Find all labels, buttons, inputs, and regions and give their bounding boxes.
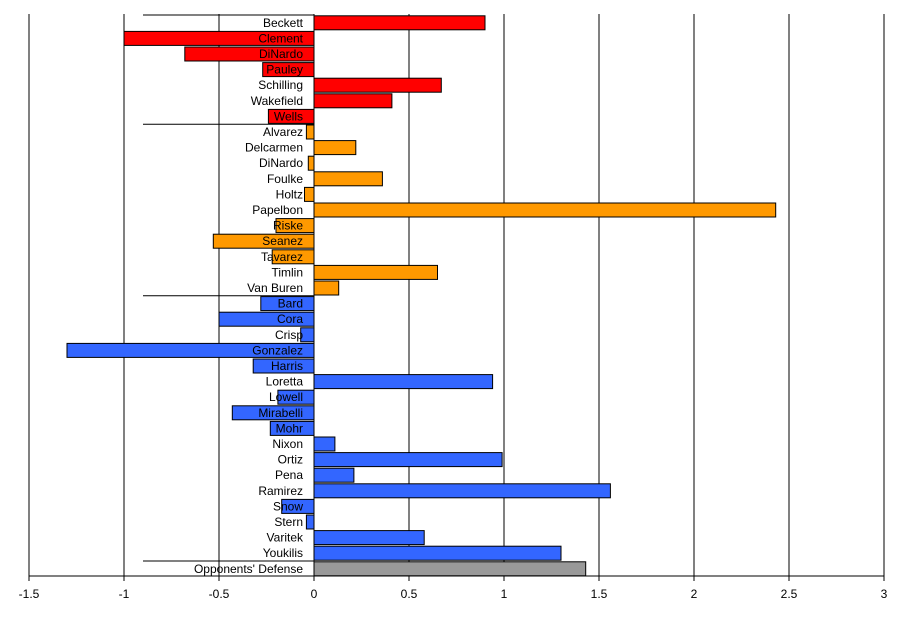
category-label: Loretta	[266, 375, 304, 389]
x-tick-label: 0.5	[401, 587, 418, 601]
category-label: Papelbon	[252, 203, 303, 217]
category-label: Tavarez	[261, 250, 303, 264]
category-label: Harris	[271, 359, 303, 373]
bar-hitters	[313, 467, 355, 483]
category-label: Wakefield	[251, 94, 303, 108]
bar-hitters	[313, 530, 425, 546]
category-label: Seanez	[262, 234, 303, 248]
x-tick-label: -0.5	[209, 587, 230, 601]
category-label: Snow	[273, 499, 303, 513]
group-separators	[143, 14, 314, 562]
category-label: Pena	[275, 468, 303, 482]
bar-relievers	[313, 140, 357, 156]
x-tick-label: 0	[311, 587, 318, 601]
category-label: Stern	[274, 515, 303, 529]
bar-starters	[313, 93, 393, 109]
category-label: Mirabelli	[258, 406, 303, 420]
category-label: Beckett	[263, 16, 304, 30]
bar-starters	[313, 15, 486, 31]
bar-hitters	[313, 374, 494, 390]
x-tick-label: 2	[691, 587, 698, 601]
bar-hitters	[313, 545, 562, 561]
category-label: Varitek	[267, 531, 304, 545]
bar-hitters	[313, 452, 503, 468]
category-label: Alvarez	[263, 125, 303, 139]
category-label: Lowell	[269, 390, 303, 404]
category-label: Delcarmen	[245, 141, 303, 155]
category-label: Holtz	[276, 187, 303, 201]
category-label: Pauley	[266, 63, 303, 77]
category-label: Wells	[274, 109, 303, 123]
category-label: Foulke	[267, 172, 303, 186]
category-label: Mohr	[276, 421, 303, 435]
bar-starters	[313, 77, 442, 93]
bars	[66, 14, 777, 577]
x-tick-label: -1.5	[19, 587, 40, 601]
x-tick-label: 3	[881, 587, 888, 601]
bar-defense	[313, 561, 587, 577]
category-label: Ramirez	[258, 484, 303, 498]
category-label: Riske	[273, 219, 303, 233]
bar-hitters	[313, 436, 336, 452]
bar-relievers	[313, 202, 777, 218]
bar-relievers	[305, 124, 315, 140]
category-label: Timlin	[271, 265, 303, 279]
x-tick-label: 1	[501, 587, 508, 601]
bar-relievers	[307, 155, 315, 171]
x-tick-label: 2.5	[781, 587, 798, 601]
category-label: Van Buren	[247, 281, 303, 295]
bar-hitters	[313, 483, 611, 499]
category-label: DiNardo	[259, 47, 303, 61]
x-tick-label: -1	[119, 587, 130, 601]
category-label: Gonzalez	[252, 343, 303, 357]
category-label: Nixon	[272, 437, 303, 451]
gridlines	[28, 14, 885, 576]
bar-relievers	[304, 186, 315, 202]
bar-relievers	[313, 280, 340, 296]
category-label: Ortiz	[278, 453, 303, 467]
bar-relievers	[313, 264, 438, 280]
category-label: Schilling	[258, 78, 303, 92]
category-label: Opponents' Defense	[194, 562, 303, 576]
category-label: Clement	[258, 31, 303, 45]
category-label: DiNardo	[259, 156, 303, 170]
category-label: Cora	[277, 312, 303, 326]
bar-relievers	[313, 171, 383, 187]
x-tick-label: 1.5	[591, 587, 608, 601]
bar-hitters	[305, 514, 315, 530]
category-label: Youkilis	[263, 546, 303, 560]
category-label: Crisp	[275, 328, 303, 342]
x-axis: -1.5 -1 -0.5 0 0.5 1 1.5 2 2.5 3	[19, 575, 888, 601]
category-label: Bard	[278, 297, 303, 311]
